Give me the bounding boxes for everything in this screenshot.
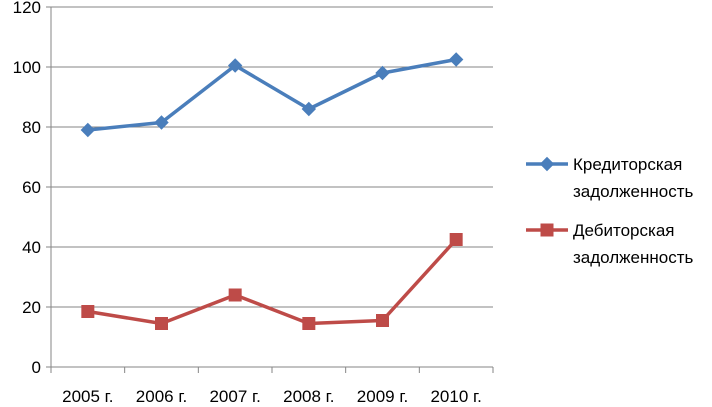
series-group: [80, 52, 464, 330]
legend-marker: [539, 156, 555, 172]
legend-item-2: Дебиторская задолженность: [526, 221, 694, 267]
series-line: [86, 57, 458, 132]
data-point: [449, 233, 463, 246]
x-tick-label: 2005 г.: [62, 387, 113, 406]
y-tick-label: 0: [32, 358, 41, 377]
data-point: [80, 122, 96, 138]
legend-label: задолженность: [573, 182, 694, 201]
y-tick-label: 120: [13, 0, 41, 17]
data-point: [448, 52, 464, 67]
data-point: [302, 317, 316, 330]
y-tick-label: 80: [22, 118, 41, 137]
y-tick-label: 20: [22, 298, 41, 317]
legend-item-1: Кредиторская задолженность: [526, 155, 694, 201]
y-tick-label: 100: [13, 58, 41, 77]
legend: Кредиторская задолженность Дебиторская задо…: [526, 155, 694, 267]
legend-label: Дебиторская: [573, 221, 675, 240]
data-point: [301, 101, 317, 117]
y-axis-ticks: 0 20 40 60 80 100 120: [13, 0, 51, 377]
data-point: [227, 58, 243, 73]
x-tick-label: 2008 г.: [283, 387, 334, 406]
x-axis-ticks: 2005 г. 2006 г. 2007 г. 2008 г. 2009 г. 2010 …: [50, 367, 494, 406]
legend-marker: [540, 223, 554, 237]
data-point: [81, 305, 95, 318]
data-point: [154, 115, 169, 130]
x-tick-label: 2007 г.: [209, 387, 260, 406]
data-point: [375, 65, 390, 81]
y-tick-label: 60: [22, 178, 41, 197]
x-tick-label: 2009 г.: [357, 387, 408, 406]
legend-label: задолженность: [573, 248, 694, 267]
series-1: [80, 52, 464, 138]
legend-label: Кредиторская: [573, 155, 682, 174]
data-point: [376, 314, 389, 327]
series-2: [81, 233, 463, 330]
series-line: [86, 237, 458, 326]
x-tick-label: 2006 г.: [136, 387, 187, 406]
gridlines: [51, 6, 493, 308]
y-tick-label: 40: [22, 238, 41, 257]
x-tick-label: 2010 г.: [430, 387, 481, 406]
data-point: [155, 317, 168, 330]
data-point: [228, 288, 242, 302]
